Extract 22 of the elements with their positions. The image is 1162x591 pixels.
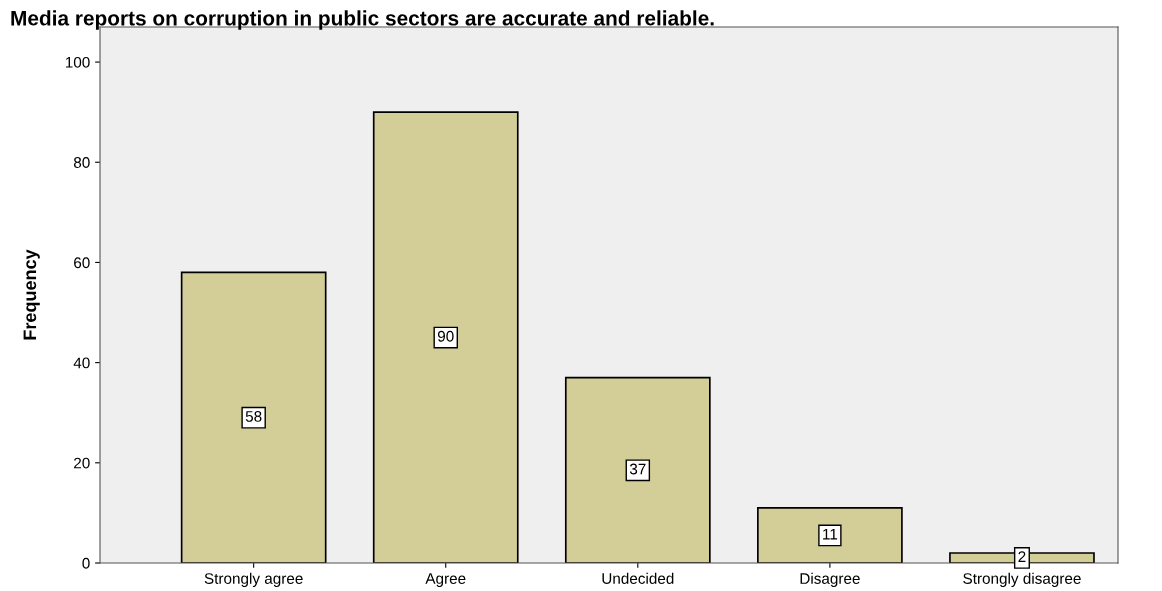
y-tick-label: 80 xyxy=(73,157,90,168)
chart-title: Media reports on corruption in public sectors are accurate and reliable. xyxy=(11,10,714,30)
data-label: 90 xyxy=(437,330,454,342)
y-tick-label: 60 xyxy=(74,257,90,269)
y-tick-label: 40 xyxy=(73,357,90,369)
y-tick-label: 0 xyxy=(82,557,90,569)
bar xyxy=(372,111,519,563)
x-tick-label: Strongly disagree xyxy=(963,572,1081,587)
y-tick-label: 100 xyxy=(65,56,90,68)
data-label: 2 xyxy=(1018,551,1026,562)
data-label: 37 xyxy=(629,463,646,475)
x-tick-label: Disagree xyxy=(800,572,860,587)
bar xyxy=(564,376,711,563)
data-label: 58 xyxy=(245,411,262,422)
bar xyxy=(757,507,903,563)
x-tick-label: Strongly agree xyxy=(204,572,303,587)
x-tick-label: Undecided xyxy=(602,572,674,584)
y-tick-label: 20 xyxy=(74,457,90,469)
y-axis-title: Frequency xyxy=(23,249,40,340)
data-label: 11 xyxy=(823,528,838,540)
x-tick-label: Agree xyxy=(425,573,466,587)
bar xyxy=(180,271,327,563)
